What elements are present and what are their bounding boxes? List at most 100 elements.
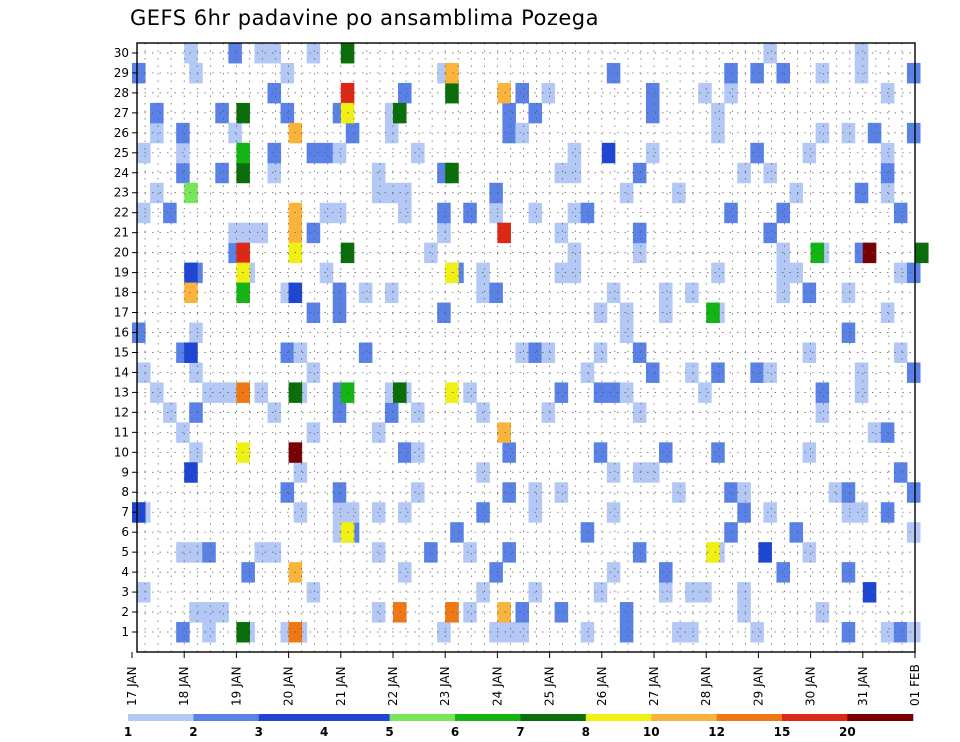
- colorbar-label: 4: [320, 725, 328, 739]
- colorbar-label: 7: [516, 725, 524, 739]
- heatmap-cell: [698, 382, 712, 403]
- heatmap-cell: [906, 262, 921, 284]
- heatmap-cell: [132, 322, 146, 343]
- y-tick-label: 4: [121, 565, 129, 579]
- heatmap-cell: [371, 602, 386, 623]
- heatmap-cell: [306, 302, 321, 324]
- heatmap-cell: [758, 542, 772, 563]
- heatmap-cell: [202, 602, 216, 623]
- heatmap-cell: [371, 182, 386, 204]
- y-tick-label: 23: [114, 186, 129, 200]
- heatmap-cell: [345, 502, 360, 523]
- heatmap-cell: [137, 142, 151, 164]
- heatmap-cell: [398, 202, 412, 224]
- heatmap-cell: [606, 502, 621, 523]
- heatmap-cell: [854, 182, 869, 204]
- x-axis-ticks: 17 JAN 18 JAN 19 JAN 20 JAN 21 JAN 22 JAN 23 J…: [125, 652, 922, 706]
- heatmap-cell: [802, 342, 817, 363]
- colorbar-swatch: [716, 714, 783, 721]
- heatmap-cell: [489, 182, 503, 204]
- heatmap-cell: [685, 582, 699, 603]
- heatmap-cell: [606, 562, 621, 583]
- heatmap-cell: [267, 542, 282, 563]
- heatmap-cell: [384, 182, 399, 204]
- heatmap-cell: [815, 62, 830, 84]
- heatmap-cell: [619, 602, 634, 623]
- heatmap-cell: [645, 142, 660, 164]
- heatmap-cell: [854, 62, 869, 84]
- colorbar-label: 2: [189, 725, 197, 739]
- heatmap-cell: [215, 102, 229, 124]
- heatmap-cell: [893, 622, 908, 643]
- heatmap-cell: [906, 522, 921, 543]
- heatmap-cell: [215, 602, 229, 623]
- heatmap-cell: [893, 202, 908, 224]
- heatmap-cell: [906, 62, 921, 84]
- heatmap-cell: [398, 502, 412, 523]
- heatmap-cell: [789, 522, 804, 543]
- heatmap-cell: [698, 82, 712, 104]
- heatmap-cell: [763, 162, 777, 184]
- heatmap-cell: [672, 182, 686, 204]
- heatmap-cell: [685, 362, 699, 383]
- heatmap-cell: [737, 582, 751, 603]
- heatmap-cell: [750, 622, 764, 643]
- x-tick-label: 31 JAN: [856, 666, 870, 706]
- heatmap-cell: [437, 622, 451, 643]
- heatmap-cell: [841, 622, 856, 643]
- colorbar-swatch: [258, 714, 325, 721]
- heatmap-cell: [189, 402, 203, 423]
- y-tick-label: 6: [121, 525, 129, 539]
- heatmap-cell: [619, 302, 634, 324]
- x-tick-label: 28 JAN: [699, 666, 713, 706]
- heatmap-cell: [815, 602, 830, 623]
- heatmap-cell: [189, 322, 203, 343]
- heatmap-cell: [497, 222, 511, 244]
- heatmap-cell: [659, 562, 673, 583]
- chart-title: GEFS 6hr padavine po ansamblima Pozega: [130, 6, 600, 30]
- heatmap-cell: [489, 282, 503, 304]
- heatmap-cell: [515, 82, 529, 104]
- colorbar-swatch: [324, 714, 391, 721]
- colorbar-swatch: [193, 714, 260, 721]
- colorbar-swatch: [455, 714, 521, 721]
- heatmap-cell: [306, 362, 321, 383]
- x-tick-label: 25 JAN: [543, 666, 557, 706]
- heatmap-cell: [437, 302, 451, 324]
- heatmap-cell: [711, 122, 725, 144]
- heatmap-cell: [502, 622, 516, 643]
- heatmap-cell: [867, 122, 882, 144]
- heatmap-cell: [906, 122, 921, 144]
- y-tick-label: 26: [114, 126, 129, 140]
- heatmap-cell: [515, 342, 529, 363]
- heatmap-cell: [541, 342, 556, 363]
- heatmap-cell: [593, 382, 608, 403]
- colorbar-swatch: [651, 714, 718, 721]
- y-tick-label: 9: [121, 465, 129, 479]
- heatmap-cell: [763, 222, 777, 244]
- heatmap-cell: [841, 502, 856, 523]
- heatmap-cell: [319, 262, 334, 284]
- colorbar-label: 12: [708, 725, 725, 739]
- heatmap-cell: [750, 62, 764, 84]
- colorbar-label: 1: [124, 725, 132, 739]
- heatmap-cell: [358, 282, 373, 304]
- heatmap-cell: [319, 142, 334, 164]
- heatmap-cell: [893, 342, 908, 363]
- x-tick-label: 22 JAN: [386, 666, 400, 706]
- heatmap-cell: [445, 382, 459, 403]
- heatmap-cell: [862, 582, 877, 603]
- y-tick-label: 21: [114, 226, 129, 240]
- colorbar-swatch: [782, 714, 848, 721]
- heatmap-cell: [645, 102, 660, 124]
- colorbar-swatch: [585, 714, 652, 721]
- y-tick-label: 24: [114, 166, 129, 180]
- heatmap-cell: [189, 602, 203, 623]
- x-tick-label: 19 JAN: [229, 666, 243, 706]
- heatmap-cell: [437, 202, 451, 224]
- heatmap-cell: [358, 342, 373, 363]
- colorbar: 1 2 3 4 5 6 7 8 10 12 15 20: [124, 714, 914, 739]
- y-tick-label: 1: [121, 625, 129, 639]
- x-tick-label: 21 JAN: [334, 666, 348, 706]
- x-tick-label: 24 JAN: [490, 666, 504, 706]
